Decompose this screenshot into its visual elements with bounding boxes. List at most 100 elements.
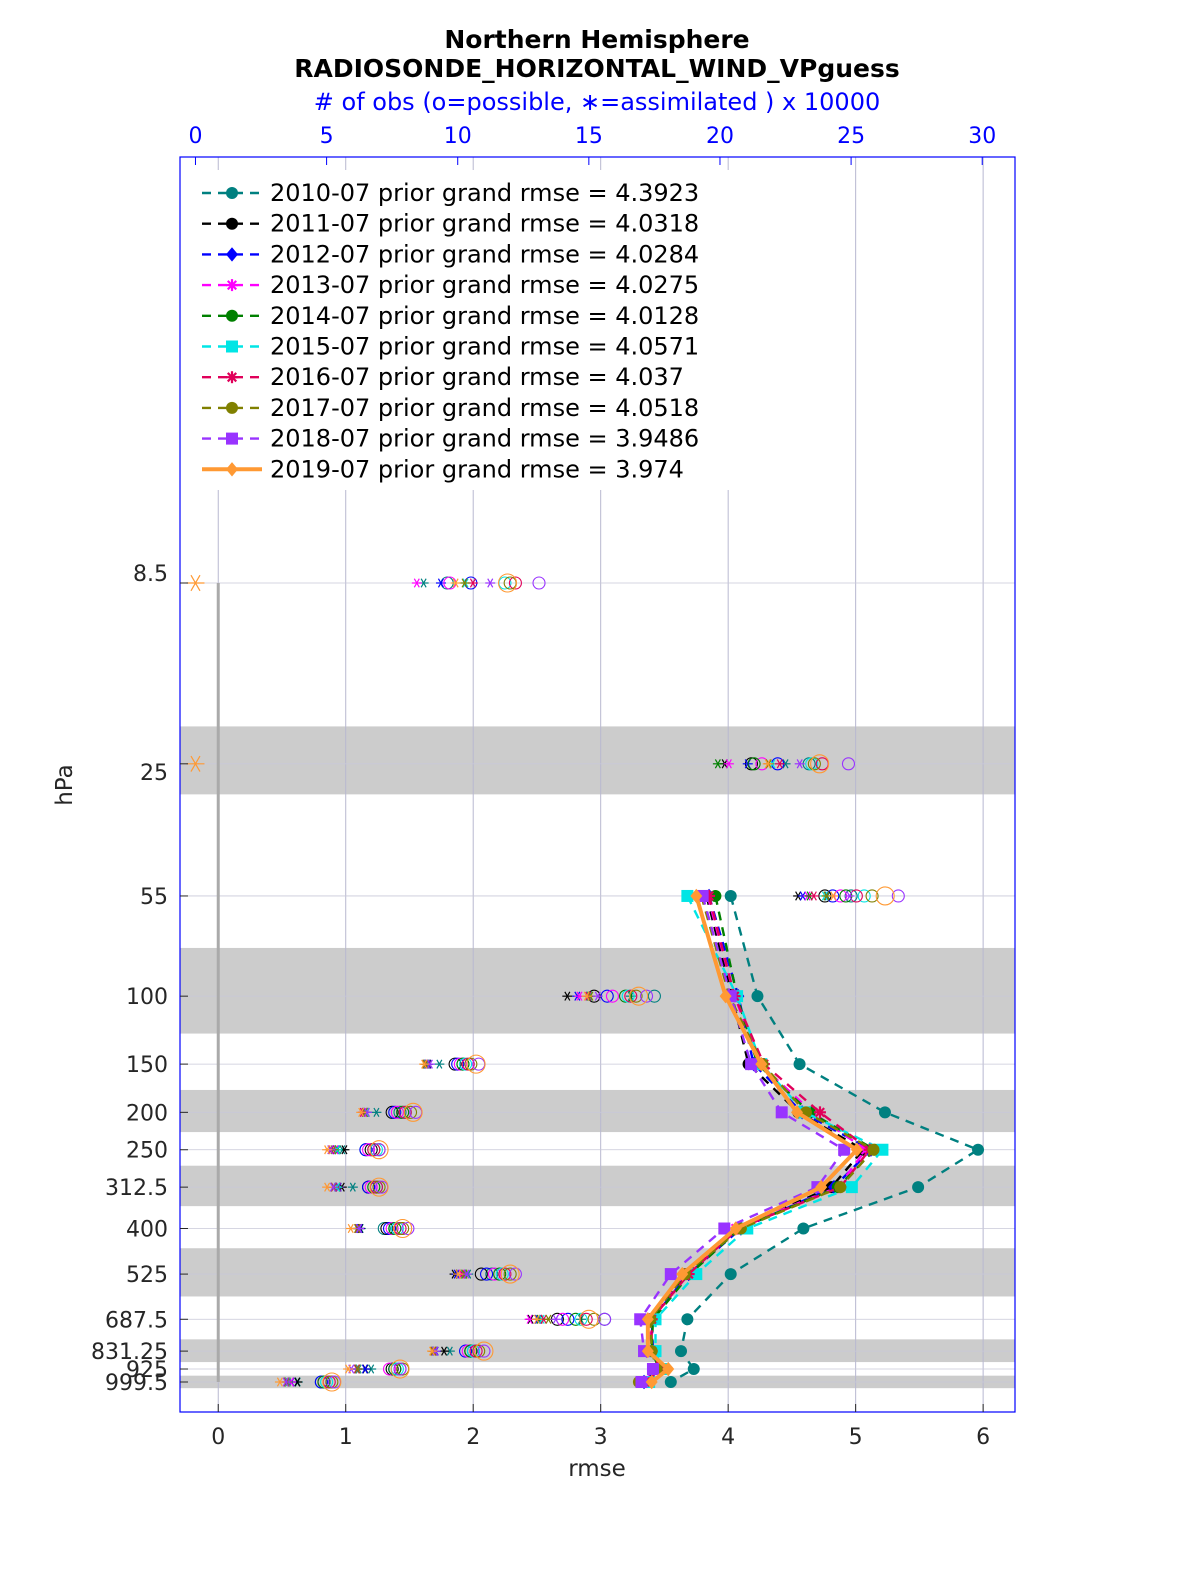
- y-tick-label: 525: [126, 1263, 168, 1288]
- series-lines: [632, 888, 985, 1390]
- legend-label: 2015-07 prior grand rmse = 4.0571: [270, 333, 699, 361]
- star-stroke: [796, 759, 803, 769]
- legend-entry-5: 2015-07 prior grand rmse = 4.0571: [202, 333, 699, 361]
- y-tick-label: 312.5: [105, 1176, 168, 1201]
- assimilated-obs-marker: [485, 578, 496, 588]
- possible-obs-marker: [369, 1177, 389, 1197]
- assimilated-obs-marker: [562, 991, 573, 1001]
- possible-obs-marker: [807, 757, 821, 771]
- assimilated-obs-marker: [343, 1364, 354, 1374]
- legend-entry-4: 2014-07 prior grand rmse = 4.0128: [202, 302, 699, 330]
- data-point: [226, 279, 238, 292]
- y-tick-label: 150: [126, 1053, 168, 1078]
- star-stroke: [594, 991, 601, 1001]
- legend-entry-3: 2013-07 prior grand rmse = 4.0275: [202, 271, 699, 299]
- legend-label: 2017-07 prior grand rmse = 4.0518: [270, 394, 699, 422]
- assimilated-obs-marker: [356, 1107, 367, 1117]
- possible-obs-marker: [500, 1264, 520, 1284]
- star-stroke: [226, 372, 238, 383]
- star-stroke: [426, 1059, 433, 1069]
- star-stroke: [294, 1377, 301, 1387]
- y-tick-label: 8.5: [133, 562, 168, 587]
- possible-obs-marker: [508, 576, 522, 590]
- legend-entry-1: 2011-07 prior grand rmse = 4.0318: [202, 210, 699, 238]
- data-point: [724, 889, 737, 902]
- possible-obs-marker: [629, 986, 649, 1006]
- data-point: [664, 1376, 677, 1388]
- assimilated-obs-marker: [347, 1182, 358, 1192]
- star-stroke: [345, 1364, 352, 1374]
- possible-obs-marker: [508, 1267, 522, 1281]
- legend-entry-9: 2019-07 prior grand rmse = 3.974: [202, 455, 684, 483]
- data-point: [815, 1179, 828, 1195]
- top-tick-label: 30: [968, 124, 996, 149]
- star-stroke: [420, 578, 427, 588]
- star-stroke: [725, 759, 732, 769]
- legend-box: [190, 170, 730, 490]
- assimilated-obs-marker: [723, 759, 734, 769]
- star-stroke: [830, 891, 837, 901]
- legend-entry-0: 2010-07 prior grand rmse = 4.3923: [202, 179, 699, 207]
- possible-obs-marker: [487, 1267, 501, 1281]
- data-point: [226, 247, 238, 262]
- assimilated-obs-marker: [186, 574, 205, 592]
- assimilated-obs-marker: [427, 1346, 438, 1356]
- star-stroke: [526, 1314, 533, 1324]
- legend-entry-6: 2016-07 prior grand rmse = 4.037: [202, 363, 684, 391]
- y-axis-label: hPa: [52, 764, 78, 806]
- star-stroke: [436, 1059, 443, 1069]
- data-point: [646, 1363, 659, 1376]
- assimilated-obs-marker: [274, 1377, 285, 1387]
- legend-entry-7: 2017-07 prior grand rmse = 4.0518: [202, 394, 699, 422]
- possible-obs-marker: [367, 1143, 381, 1157]
- possible-obs-marker: [532, 576, 546, 590]
- data-point: [797, 1222, 810, 1235]
- assimilated-obs-marker: [592, 991, 603, 1001]
- data-point: [972, 1143, 985, 1156]
- possible-obs-marker: [503, 1267, 517, 1281]
- assimilated-obs-marker: [762, 759, 773, 769]
- plot-frame: [179, 156, 1016, 1413]
- star-stroke: [714, 759, 721, 769]
- assimilated-obs-marker: [439, 1346, 450, 1356]
- star-stroke: [276, 1377, 283, 1387]
- possible-obs-marker: [403, 1102, 423, 1122]
- possible-obs-marker: [574, 1312, 588, 1326]
- legend-label: 2013-07 prior grand rmse = 4.0275: [270, 271, 699, 299]
- shaded-layer: [180, 1248, 1015, 1297]
- assimilated-obs-marker: [354, 1223, 365, 1234]
- star-stroke: [452, 578, 459, 588]
- star-stroke: [226, 280, 238, 291]
- assimilated-obs-marker: [450, 578, 461, 588]
- data-point: [724, 1268, 737, 1281]
- star-stroke: [469, 578, 476, 588]
- data-point: [226, 462, 238, 477]
- possible-obs-marker: [579, 1309, 599, 1329]
- star-stroke: [429, 1346, 436, 1356]
- possible-obs-marker: [372, 1143, 386, 1157]
- possible-obs-marker: [498, 1267, 512, 1281]
- data-point: [226, 371, 238, 384]
- possible-obs-marker: [865, 889, 879, 903]
- star-stroke: [324, 1145, 331, 1155]
- data-point: [751, 990, 764, 1003]
- data-point: [878, 1106, 891, 1119]
- star-stroke: [814, 1107, 825, 1118]
- level-shading: [180, 726, 1015, 1389]
- star-stroke: [347, 1223, 354, 1234]
- assimilated-obs-marker: [844, 891, 855, 901]
- star-stroke: [373, 1107, 380, 1117]
- data-point: [793, 1058, 806, 1071]
- possible-obs-marker: [598, 1312, 612, 1326]
- data-point: [845, 1181, 858, 1194]
- assimilated-obs-marker: [550, 1314, 561, 1324]
- possible-obs-marker: [891, 889, 905, 903]
- star-stroke: [782, 759, 789, 769]
- shaded-layer: [180, 726, 1015, 795]
- top-tick-label: 15: [575, 124, 603, 149]
- legend-entry-2: 2012-07 prior grand rmse = 4.0284: [202, 240, 699, 268]
- x-axis-label: rmse: [568, 1456, 626, 1482]
- data-point: [662, 1361, 675, 1377]
- possible-obs-marker: [569, 1312, 583, 1326]
- possible-obs-marker: [605, 989, 619, 1003]
